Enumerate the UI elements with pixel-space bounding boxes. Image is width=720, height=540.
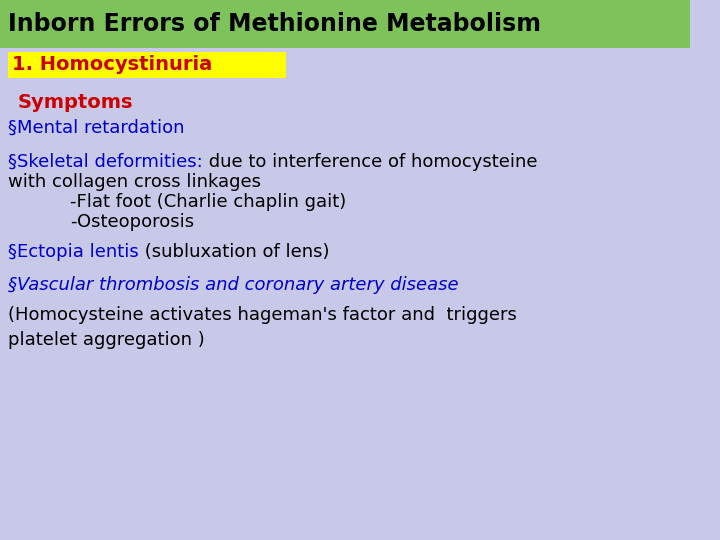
Text: -Osteoporosis: -Osteoporosis: [70, 213, 194, 231]
Text: §Vascular thrombosis and coronary artery disease: §Vascular thrombosis and coronary artery…: [8, 276, 459, 294]
Text: (subluxation of lens): (subluxation of lens): [139, 243, 329, 261]
Text: Symptoms: Symptoms: [18, 92, 133, 111]
Text: -Flat foot (Charlie chaplin gait): -Flat foot (Charlie chaplin gait): [70, 193, 346, 211]
Text: with collagen cross linkages: with collagen cross linkages: [8, 173, 261, 191]
Text: §Mental retardation: §Mental retardation: [8, 119, 184, 137]
Text: Inborn Errors of Methionine Metabolism: Inborn Errors of Methionine Metabolism: [8, 12, 541, 36]
Text: §Ectopia lentis: §Ectopia lentis: [8, 243, 139, 261]
Text: (Homocysteine activates hageman's factor and  triggers: (Homocysteine activates hageman's factor…: [8, 306, 517, 324]
Bar: [0, 0, 690, 48]
Text: due to interference of homocysteine: due to interference of homocysteine: [203, 153, 537, 171]
Text: platelet aggregation ): platelet aggregation ): [8, 331, 204, 349]
Bar: [8, 52, 286, 78]
Text: 1. Homocystinuria: 1. Homocystinuria: [12, 56, 212, 75]
Text: §Skeletal deformities:: §Skeletal deformities:: [8, 153, 203, 171]
